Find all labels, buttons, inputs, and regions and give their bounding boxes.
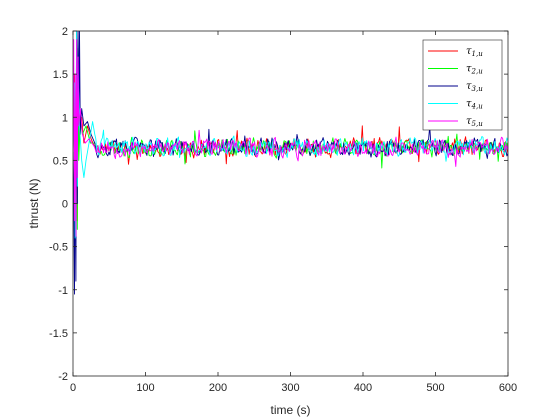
series-layer <box>73 31 508 295</box>
x-tick-label: 0 <box>70 382 76 394</box>
legend-label-5: τ5,u <box>466 116 483 128</box>
legend: τ1,u τ2,u τ3,u τ4,u τ5,u <box>422 39 503 131</box>
y-tick-label: -1.5 <box>49 328 68 340</box>
x-tick-label: 600 <box>499 382 517 394</box>
legend-label-3: τ3,u <box>466 81 483 93</box>
legend-box <box>422 39 503 131</box>
y-tick-label: 0 <box>62 199 68 211</box>
x-tick-label: 200 <box>209 382 227 394</box>
x-tick-label: 300 <box>281 382 299 394</box>
x-axis: 0 100 200 300 400 500 600 <box>70 31 517 394</box>
y-tick-label: -2 <box>58 371 68 383</box>
y-tick-label: 2 <box>62 26 68 38</box>
y-axis: -2 -1.5 -1 -0.5 0 0.5 1 1.5 2 <box>49 26 508 383</box>
y-tick-label: -1 <box>58 285 68 297</box>
series-line-3 <box>73 31 508 295</box>
legend-label-4: τ4,u <box>466 99 483 111</box>
x-tick-label: 400 <box>354 382 372 394</box>
y-tick-label: 0.5 <box>53 155 68 167</box>
y-axis-label: thrust (N) <box>27 178 41 228</box>
y-tick-label: 1.5 <box>53 69 68 81</box>
x-tick-label: 100 <box>136 382 154 394</box>
legend-label-2: τ2,u <box>466 64 483 76</box>
legend-label-1: τ1,u <box>466 46 483 58</box>
x-axis-label: time (s) <box>271 403 311 417</box>
y-tick-label: 1 <box>62 112 68 124</box>
y-tick-label: -0.5 <box>49 242 68 254</box>
x-tick-label: 500 <box>426 382 444 394</box>
series-line-5 <box>73 39 508 237</box>
